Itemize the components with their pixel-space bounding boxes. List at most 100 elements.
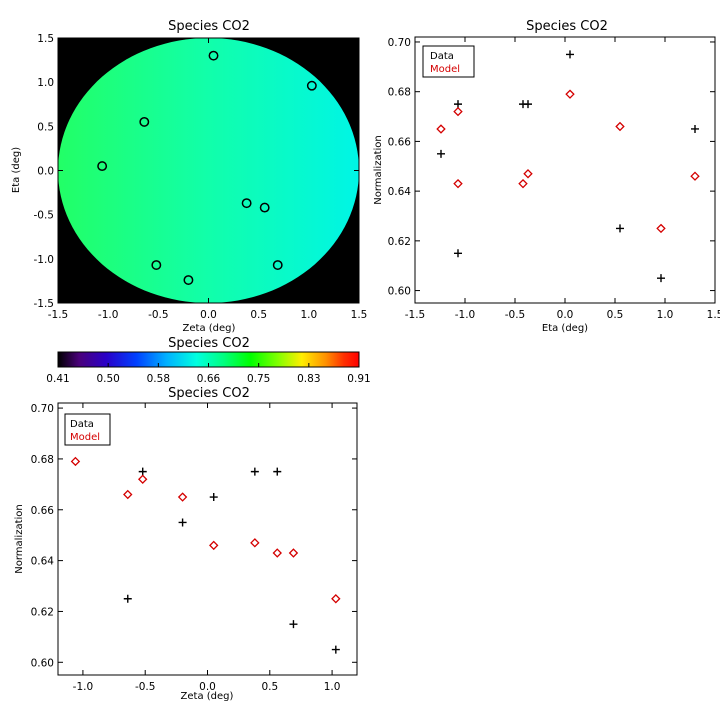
- eta-model-point: [615, 121, 625, 132]
- eta-model-point: [453, 178, 463, 189]
- zeta-legend: Data Model: [64, 413, 111, 446]
- eta-x-ticks: -1.5 -1.0 -0.5 0.0 0.5 1.0 1.5: [405, 37, 720, 321]
- map-y-tick-label: -0.5: [34, 210, 55, 222]
- zeta-model-point: [272, 548, 282, 558]
- zeta-data-point: [178, 518, 187, 527]
- zeta-x-tick-label: 1.0: [324, 681, 341, 693]
- zeta-points: [70, 416, 341, 654]
- eta-y-ticks: 0.60 0.62 0.64 0.66 0.68 0.70: [388, 37, 715, 298]
- map-y-tick-label: 1.0: [37, 77, 54, 89]
- eta-data-point: [437, 149, 445, 158]
- zeta-x-tick-label: -0.5: [135, 681, 156, 693]
- zeta-model-point: [123, 489, 133, 500]
- map-x-label: Zeta (deg): [183, 323, 236, 334]
- zeta-data-point: [138, 467, 147, 476]
- zeta-legend-box: [64, 413, 111, 446]
- map-y-label: Eta (deg): [11, 147, 22, 193]
- zeta-model-point: [177, 492, 188, 502]
- colorbar-tick-label: 0.66: [197, 373, 221, 385]
- map-x-ticks: -1.5 -1.0 -0.5 0.0 0.5 1.0 1.5: [48, 38, 367, 321]
- zeta-model-point: [250, 538, 260, 548]
- zeta-y-tick-label: 0.70: [31, 403, 54, 415]
- map-x-tick-label: 1.0: [300, 309, 317, 321]
- map-marker: [139, 116, 150, 127]
- map-x-tick-label: -1.0: [98, 309, 119, 321]
- map-y-tick-label: 0.0: [37, 166, 54, 178]
- zeta-panel: -1.0 -0.5 0.0 0.5 1.0 0.600.620.640.660.680.…: [14, 402, 358, 702]
- eta-model-point: [453, 106, 463, 117]
- eta-model-point: [656, 223, 666, 234]
- colorbar-tick-label: 0.83: [297, 373, 320, 385]
- map-x-tick-label: -1.5: [48, 309, 69, 321]
- colorbar: Species CO2 0.41 0.50 0.58 0.66 0.75 0.83 0.91…: [46, 336, 370, 401]
- zeta-x-tick-label: 0.5: [261, 681, 278, 693]
- eta-y-label: Normalization: [373, 135, 384, 205]
- colorbar-title: Species CO2: [168, 336, 250, 351]
- zeta-y-tick-label: 0.60: [31, 657, 54, 669]
- eta-x-tick-label: 0.5: [607, 309, 624, 321]
- zeta-data-point: [123, 594, 132, 603]
- zeta-data-point: [250, 467, 259, 476]
- zeta-y-ticks: 0.60 0.62 0.64 0.66 0.68 0.70: [31, 403, 357, 669]
- zeta-plot-title: Species CO2: [168, 386, 250, 401]
- zeta-x-label: Zeta (deg): [181, 691, 234, 702]
- map-disk: [58, 38, 359, 303]
- map-x-tick-label: 0.5: [250, 309, 267, 321]
- map-y-tick-label: -1.0: [34, 254, 55, 266]
- eta-model-point: [518, 178, 528, 189]
- zeta-legend-model: Model: [70, 432, 100, 443]
- map-y-tick-label: 1.5: [37, 33, 54, 45]
- zeta-data-point: [273, 467, 282, 476]
- map-marker: [183, 275, 194, 285]
- zeta-y-tick-label: 0.66: [31, 505, 55, 517]
- eta-data-point: [524, 100, 532, 109]
- zeta-model-point: [288, 548, 299, 558]
- eta-y-tick-label: 0.70: [388, 37, 411, 49]
- zeta-model-point: [70, 456, 81, 467]
- eta-data-point: [566, 50, 574, 59]
- zeta-data-point: [209, 493, 218, 502]
- eta-y-tick-label: 0.68: [388, 87, 411, 99]
- eta-x-tick-label: 1.5: [707, 309, 720, 321]
- zeta-y-tick-label: 0.62: [31, 606, 54, 618]
- map-markers: [97, 50, 317, 285]
- map-marker: [151, 260, 162, 270]
- zeta-model-point: [137, 474, 148, 484]
- eta-y-tick-label: 0.64: [388, 186, 412, 198]
- colorbar-tick-label: 0.50: [96, 373, 119, 385]
- map-marker: [208, 50, 219, 61]
- eta-model-point: [523, 169, 533, 179]
- eta-x-tick-label: -1.5: [405, 309, 426, 321]
- map-title: Species CO2: [168, 19, 250, 34]
- zeta-model-point: [331, 594, 341, 604]
- zeta-x-ticks: -1.0 -0.5 0.0 0.5 1.0: [73, 403, 341, 693]
- colorbar-ticks: 0.41 0.50 0.58 0.66 0.75 0.83 0.91: [46, 363, 371, 385]
- eta-legend-model: Model: [430, 64, 460, 75]
- eta-y-tick-label: 0.66: [388, 136, 412, 148]
- map-x-tick-label: -0.5: [148, 309, 169, 321]
- eta-x-tick-label: -1.0: [455, 309, 476, 321]
- map-marker: [97, 161, 108, 172]
- eta-legend-box: [422, 45, 475, 78]
- eta-x-tick-label: 0.0: [557, 309, 574, 321]
- zeta-data-point: [289, 620, 298, 629]
- eta-data-point: [454, 249, 462, 258]
- eta-x-label: Eta (deg): [542, 323, 588, 334]
- map-marker: [259, 202, 270, 213]
- zeta-y-tick-label: 0.64: [31, 556, 55, 568]
- eta-legend: Data Model: [422, 45, 475, 78]
- map-panel: Species CO2 -1.5 -1.0 -0.5 0.0 0.5 1.0 1.5 -1.…: [11, 19, 367, 334]
- eta-y-tick-label: 0.60: [388, 286, 411, 298]
- zeta-data-point: [331, 645, 340, 654]
- map-marker: [306, 80, 317, 91]
- colorbar-tick-label: 0.91: [347, 373, 370, 385]
- eta-y-tick-label: 0.62: [388, 236, 411, 248]
- map-y-tick-label: -1.5: [34, 298, 55, 310]
- map-x-tick-label: 0.0: [200, 309, 217, 321]
- map-y-ticks: -1.5 -1.0 -0.5 0.0 0.5 1.0 1.5: [34, 33, 359, 310]
- zeta-legend-data: Data: [70, 419, 94, 430]
- map-y-tick-label: 0.5: [37, 121, 54, 133]
- eta-data-point: [454, 100, 462, 109]
- eta-legend-data: Data: [430, 51, 454, 62]
